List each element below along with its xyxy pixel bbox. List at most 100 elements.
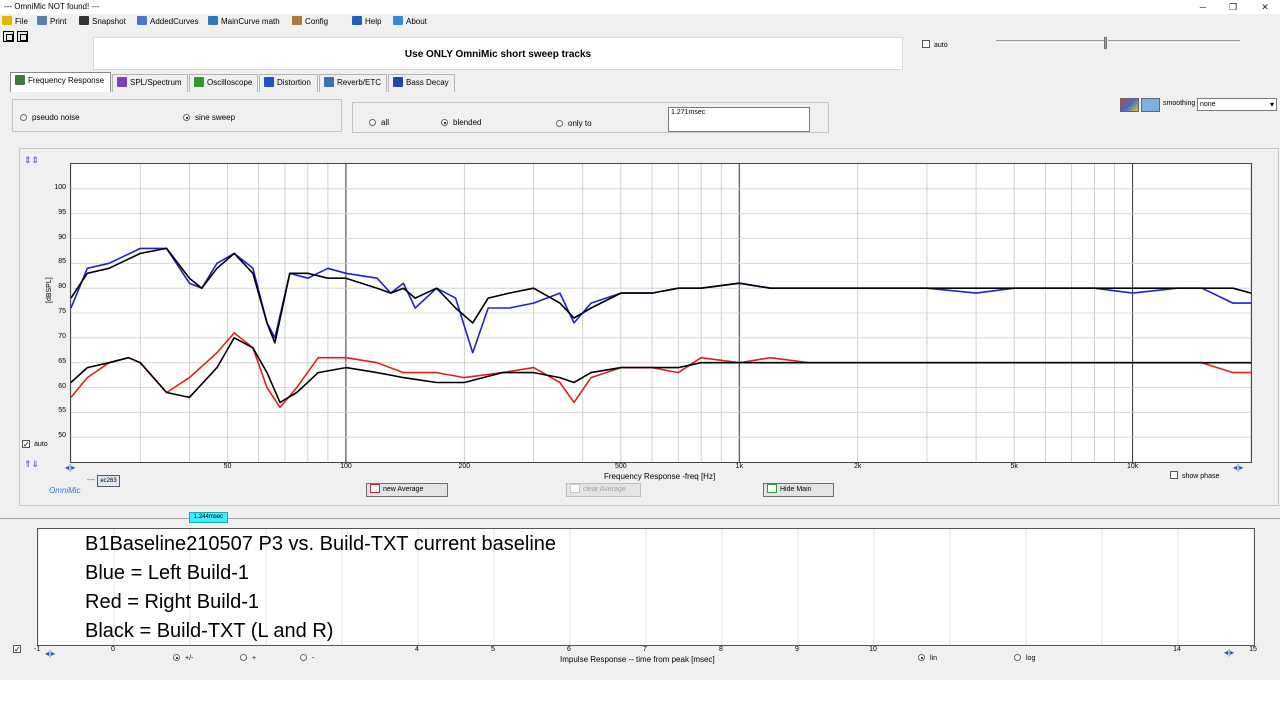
show-phase-label: show phase (1182, 473, 1220, 480)
radio-circle (369, 119, 376, 126)
radio-label: all (381, 118, 390, 127)
impulse-scroll-left-icon[interactable]: ◂|▸ (45, 649, 56, 658)
menu-label: Snapshot (92, 17, 126, 26)
radio-circle (556, 120, 563, 127)
impulse-start-label: -1 (34, 646, 41, 653)
frequency-response-chart (71, 164, 1251, 462)
radio-circle (173, 654, 180, 661)
tab-distortion[interactable]: Distortion (259, 74, 318, 92)
only-to-radio[interactable]: only to (556, 119, 592, 128)
show-phase-checkbox[interactable]: show phase (1170, 471, 1219, 480)
x-tick-label: 200 (458, 463, 471, 470)
series-line-1 (71, 247, 1251, 344)
menu-addedcurves[interactable]: AddedCurves (137, 15, 198, 28)
menu-file[interactable]: File (2, 15, 28, 28)
smoothing-value: none (1200, 101, 1216, 108)
scroll-arrows-icon[interactable]: ⇑⇓ (24, 459, 40, 469)
menu-maincurve-math[interactable]: MainCurve math (208, 15, 280, 28)
title-bar: --- OmniMic NOT found! --- ─ ❐ ✕ (0, 0, 1280, 14)
y-tick-label: 55 (58, 407, 66, 415)
close-button[interactable]: ✕ (1261, 2, 1269, 12)
series-line-3 (71, 337, 1251, 404)
radio-circle (240, 654, 247, 661)
menu-label: Config (305, 17, 329, 26)
clear-average-button[interactable]: clear Average (566, 483, 641, 497)
view-toggle-button-1[interactable] (3, 31, 14, 42)
impulse-scroll-right-icon[interactable]: ◂|▸ (1224, 648, 1235, 657)
lin-radio[interactable]: lin (918, 654, 937, 662)
auto-scale-label: auto (34, 441, 48, 448)
menu-label: Print (50, 17, 67, 26)
restore-button[interactable]: ❐ (1228, 2, 1238, 12)
color-picker-icon[interactable] (1120, 98, 1139, 112)
help-icon (352, 16, 362, 25)
tab-reverb-etc[interactable]: Reverb/ETC (319, 74, 387, 92)
tab-frequency-response[interactable]: Frequency Response (10, 72, 111, 92)
x-tick-label: 50 (223, 463, 232, 470)
blended-radio[interactable]: blended (441, 118, 481, 127)
overlay-icon[interactable] (1141, 98, 1160, 112)
y-tick-label: 65 (58, 357, 66, 365)
x-scroll-right-icon[interactable]: ◂|▸ (1233, 463, 1244, 472)
impulse-x-tick-label: 4 (415, 646, 419, 653)
plus-radio[interactable]: + (240, 654, 256, 662)
smoothing-label: smoothing (1163, 100, 1196, 107)
x-tick-label: 2k (853, 463, 862, 470)
menu-config[interactable]: Config (292, 15, 328, 28)
tab-bass-decay[interactable]: Bass Decay (388, 74, 455, 92)
auto-scale-checkbox[interactable]: auto (22, 440, 48, 448)
menu-label: AddedCurves (150, 17, 199, 26)
radio-circle (1014, 654, 1021, 661)
pseudo-noise-radio[interactable]: pseudo noise (20, 113, 80, 122)
window-title: --- OmniMic NOT found! --- (4, 2, 100, 11)
radio-label: log (1026, 655, 1036, 662)
tab-label: Distortion (277, 78, 311, 87)
minimize-button[interactable]: ─ (1199, 2, 1207, 12)
tools-icon (292, 16, 302, 25)
impulse-x-tick-label: 15 (1249, 646, 1257, 653)
menu-about[interactable]: About (393, 15, 427, 28)
mic-curve-chip[interactable]: ec263 (97, 475, 120, 487)
folder-icon (2, 16, 12, 25)
legend-dash: — (87, 475, 95, 484)
menu-help[interactable]: Help (352, 15, 381, 28)
plusminus-radio[interactable]: +/- (173, 654, 193, 662)
view-toggle-button-2[interactable] (17, 31, 28, 42)
level-slider-right-track[interactable] (1108, 40, 1240, 43)
annotation-line-1: B1Baseline210507 P3 vs. Build-TXT curren… (85, 533, 557, 555)
menu-snapshot[interactable]: Snapshot (79, 15, 126, 28)
checkbox-box (22, 440, 30, 448)
y-tick-label: 80 (58, 283, 66, 291)
smoothing-select[interactable]: none ▾ (1197, 98, 1277, 111)
level-slider-thumb[interactable] (1104, 37, 1107, 49)
hide-main-button[interactable]: Hide Main (763, 483, 834, 497)
window-time-field[interactable]: 1.271msec (668, 107, 810, 132)
curves-icon (137, 16, 147, 25)
oscilloscope-icon (194, 77, 204, 87)
new-average-button[interactable]: new Average (366, 483, 448, 497)
menu-print[interactable]: Print (37, 15, 66, 28)
tab-spl-spectrum[interactable]: SPL/Spectrum (112, 74, 188, 92)
button-label: clear Average (583, 486, 626, 493)
log-radio[interactable]: log (1014, 654, 1035, 662)
x-scroll-left-icon[interactable]: ◂|▸ (65, 463, 76, 472)
radio-label: - (312, 655, 315, 662)
minus-radio[interactable]: - (300, 654, 314, 662)
impulse-time-marker[interactable]: 1.244msec (189, 512, 228, 523)
zoom-icon[interactable]: ⇕⇕ (24, 155, 40, 165)
tab-oscilloscope[interactable]: Oscilloscope (189, 74, 258, 92)
y-axis-label: [dBSPL] (46, 277, 53, 303)
radio-label: only to (568, 119, 592, 128)
y-tick-label: 60 (58, 382, 66, 390)
all-radio[interactable]: all (369, 118, 389, 127)
impulse-auto-checkbox[interactable] (13, 644, 25, 653)
sine-sweep-radio[interactable]: sine sweep (183, 113, 235, 122)
radio-label: + (252, 655, 257, 662)
frequency-plot (70, 163, 1252, 463)
radio-label: lin (930, 655, 938, 662)
about-icon (393, 16, 403, 25)
level-slider-left-track[interactable] (996, 40, 1104, 43)
auto-top-checkbox[interactable]: auto (922, 40, 948, 49)
impulse-x-tick-label: 0 (111, 646, 115, 653)
impulse-x-tick-label: 6 (567, 646, 571, 653)
